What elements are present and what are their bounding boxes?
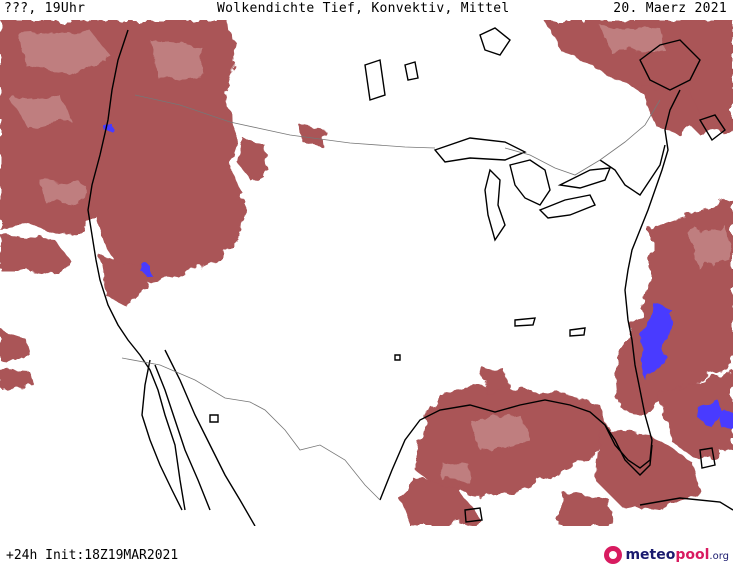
- model-run-label: +24h Init:18Z19MAR2021: [6, 548, 179, 563]
- logo-text-pool: pool: [675, 547, 710, 563]
- logo-text-meteo: meteo: [625, 547, 676, 563]
- coastlines: [87, 27, 733, 527]
- logo-mark-icon: [604, 546, 623, 564]
- borders: [121, 94, 661, 501]
- chart-footer: +24h Init:18Z19MAR2021 meteopool.org: [0, 526, 733, 566]
- chart-header: ???, 19Uhr Wolkendichte Tief, Konvektiv,…: [0, 0, 733, 20]
- meteopool-logo[interactable]: meteopool.org: [604, 544, 729, 566]
- chart-title: Wolkendichte Tief, Konvektiv, Mittel: [217, 1, 510, 16]
- valid-time-label: ???, 19Uhr: [4, 1, 86, 16]
- cloud-layer: [0, 20, 733, 526]
- logo-text-tld: .org: [709, 551, 729, 562]
- cloud-highlights: [10, 25, 730, 482]
- convective-cells: [106, 124, 733, 430]
- map-canvas: [0, 20, 733, 527]
- valid-date-label: 20. Maerz 2021: [613, 1, 727, 16]
- weather-map: [0, 20, 733, 527]
